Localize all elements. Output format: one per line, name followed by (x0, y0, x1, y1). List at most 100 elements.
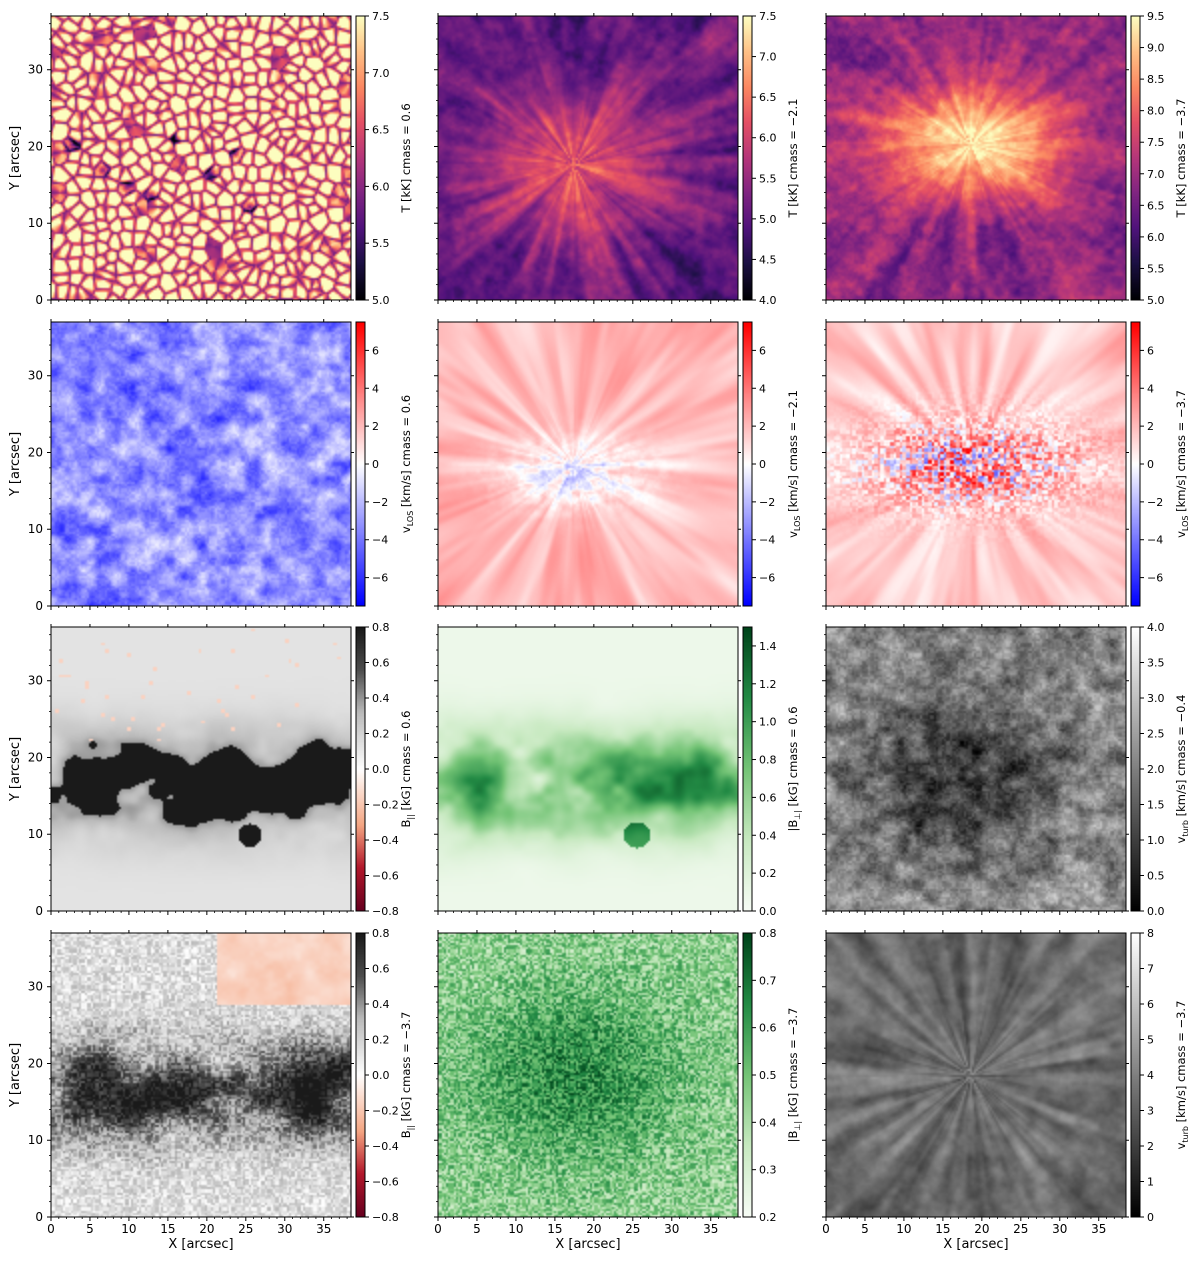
colorbar-tick-label: 0.0 (1147, 905, 1165, 918)
colorbar-tick-label: 6.0 (1147, 231, 1165, 244)
colorbar-tick-label: −4 (372, 534, 388, 547)
colorbar-tick-label: 0.8 (372, 927, 390, 940)
colorbar-tick-label: 1.0 (1147, 834, 1165, 847)
colorbar-tick-label: 5.0 (372, 294, 390, 307)
y-axis-label: Y [arcsec] (8, 126, 23, 191)
x-tick-label: 30 (277, 1222, 292, 1236)
colorbar-frame (742, 15, 753, 301)
y-tick-label: 20 (28, 750, 43, 764)
colorbar-tick-label: 2 (1147, 1140, 1154, 1153)
y-tick-label: 20 (28, 1056, 43, 1070)
colorbar-tick-label: −0.4 (372, 1140, 399, 1153)
colorbar (356, 322, 365, 606)
colorbar-frame (742, 626, 753, 912)
colorbar-tick-label: 0.8 (759, 754, 777, 767)
panel-Bperp-3.7: 0 5 10 15 20 25 30 35 X [arcsec] 0.2 0.3 0.4 0.5 0.6 0… (434, 927, 802, 1252)
colorbar-label: B|| [kG] cmass = −3.7 (399, 1012, 415, 1139)
y-tick-label: 10 (28, 522, 43, 536)
colorbar (1131, 322, 1140, 606)
heatmap-image (438, 933, 738, 1217)
colorbar-tick-label: 0.2 (372, 1034, 390, 1047)
colorbar-tick-label: 2.5 (1147, 728, 1165, 741)
colorbar-tick-label: −0.2 (372, 799, 399, 812)
colorbar-tick-label: 6 (1147, 344, 1154, 357)
colorbar-tick-label: 6.0 (759, 132, 777, 145)
colorbar-tick-label: 8.5 (1147, 73, 1165, 86)
x-tick-label: 20 (199, 1222, 214, 1236)
x-tick-label: 15 (160, 1222, 175, 1236)
colorbar-tick-label: 7 (1147, 963, 1154, 976)
colorbar-tick-label: −6 (1147, 572, 1163, 585)
panel-frame (50, 321, 352, 607)
colorbar-tick-label: 0.8 (759, 927, 777, 940)
colorbar-tick-label: 6.5 (372, 124, 390, 137)
colorbar (356, 627, 365, 911)
panel-T-2.1: 4.0 4.5 5.0 5.5 6.0 6.5 7.0 7.5 T [kK] cmass = −… (434, 10, 800, 307)
x-tick-label: 25 (1013, 1222, 1028, 1236)
colorbar-tick-label: 8.0 (1147, 105, 1165, 118)
x-tick-label: 10 (121, 1222, 136, 1236)
y-tick-label: 0 (35, 904, 43, 918)
colorbar-tick-label: 0.4 (372, 692, 390, 705)
colorbar-tick-label: 0 (372, 458, 379, 471)
panel-vturb-3.7: 0 5 10 15 20 25 30 35 X [arcsec] 0 1 2 3 4 5 6 7 8 vturb [… (822, 927, 1190, 1252)
x-tick-label: 15 (935, 1222, 950, 1236)
colorbar-tick-label: 5.0 (1147, 294, 1165, 307)
panel-frame (50, 15, 352, 301)
colorbar-tick-label: 6.5 (759, 91, 777, 104)
x-tick-label: 5 (86, 1222, 94, 1236)
x-tick-label: 10 (896, 1222, 911, 1236)
colorbar-tick-label: 0.2 (372, 728, 390, 741)
x-tick-label: 20 (974, 1222, 989, 1236)
colorbar-tick-label: 0.6 (372, 963, 390, 976)
heatmap-image (826, 933, 1126, 1217)
colorbar-tick-label: 0.4 (759, 1116, 777, 1129)
x-tick-label: 30 (1052, 1222, 1067, 1236)
heatmap-image (826, 627, 1126, 911)
x-tick-label: 0 (47, 1222, 55, 1236)
colorbar-tick-label: 1.4 (759, 640, 777, 653)
colorbar-label: T [kK] cmass = −2.1 (786, 99, 800, 219)
colorbar-tick-label: 5 (1147, 1034, 1154, 1047)
x-tick-label: 25 (238, 1222, 253, 1236)
x-tick-label: 25 (625, 1222, 640, 1236)
colorbar-tick-label: 2 (372, 420, 379, 433)
heatmap-image (51, 322, 351, 606)
colorbar-tick-label: 0.6 (759, 791, 777, 804)
colorbar-label: vLOS [km/s] cmass = 0.6 (399, 395, 415, 533)
panel-frame (437, 321, 739, 607)
panel-frame (437, 15, 739, 301)
colorbar-tick-label: 9.0 (1147, 42, 1165, 55)
colorbar (743, 16, 752, 300)
y-tick-label: 0 (35, 1210, 43, 1224)
panel-T-0.6: 0 10 20 30 Y [arcsec] 5.0 5.5 6.0 6.5 7.0 7.5 T [kK… (8, 10, 413, 307)
x-tick-label: 5 (473, 1222, 481, 1236)
colorbar-tick-label: 0.4 (759, 829, 777, 842)
colorbar-label: vturb [km/s] cmass = −3.7 (1174, 1001, 1190, 1150)
panel-Bperp-0.6: 0.0 0.2 0.4 0.6 0.8 1.0 1.2 1.4 |B⊥| [kG] cmass … (434, 624, 802, 918)
colorbar-tick-label: −4 (759, 534, 775, 547)
colorbar-tick-label: −6 (759, 572, 775, 585)
colorbar-tick-label: 3 (1147, 1105, 1154, 1118)
y-axis-label: Y [arcsec] (8, 1043, 23, 1108)
x-tick-label: 15 (547, 1222, 562, 1236)
colorbar-tick-label: 0.0 (372, 763, 390, 776)
colorbar (1131, 16, 1140, 300)
x-tick-label: 35 (1091, 1222, 1106, 1236)
colorbar (356, 16, 365, 300)
colorbar-tick-label: 7.5 (759, 10, 777, 23)
panel-v-3.7: −6 −4 −2 0 2 4 6 vLOS [km/s] cmass = −3.7 (822, 319, 1190, 610)
x-tick-label: 5 (861, 1222, 869, 1236)
colorbar-tick-label: 2.0 (1147, 763, 1165, 776)
colorbar (743, 627, 752, 911)
heatmap-image (826, 322, 1126, 606)
colorbar-label: |B⊥| [kG] cmass = 0.6 (786, 706, 802, 831)
colorbar-tick-label: −4 (1147, 534, 1163, 547)
colorbar-tick-label: 7.5 (1147, 136, 1165, 149)
colorbar-frame (355, 15, 366, 301)
colorbar-tick-label: 0.2 (759, 867, 777, 880)
y-tick-label: 30 (28, 63, 43, 77)
colorbar-tick-label: 7.5 (372, 10, 390, 23)
colorbar-tick-label: 2 (1147, 420, 1154, 433)
colorbar-tick-label: 0.4 (372, 998, 390, 1011)
